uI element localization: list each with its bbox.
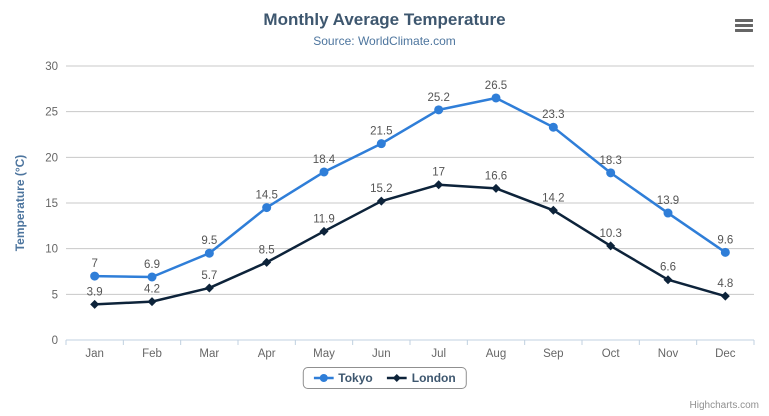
legend-item-tokyo[interactable]: Tokyo [313,371,373,385]
data-label-tokyo: 9.5 [201,235,217,247]
data-label-tokyo: 13.9 [657,195,679,207]
data-point-tokyo[interactable] [262,203,272,213]
data-point-tokyo[interactable] [606,168,616,178]
context-menu-button[interactable] [731,14,757,36]
data-point-london[interactable] [204,283,214,293]
data-point-tokyo[interactable] [548,122,558,132]
legend-item-london[interactable]: London [386,371,456,385]
data-label-tokyo: 6.9 [144,259,160,271]
data-point-tokyo[interactable] [204,248,214,258]
data-point-tokyo[interactable] [319,167,329,177]
data-label-london: 14.2 [542,192,564,204]
legend-marker-london-icon [386,374,407,382]
data-point-tokyo[interactable] [491,93,501,103]
data-point-tokyo[interactable] [434,105,444,115]
data-point-london[interactable] [434,180,444,190]
data-point-tokyo[interactable] [90,271,100,281]
data-label-london: 15.2 [370,183,392,195]
y-axis-label: 20 [45,152,58,164]
data-point-london[interactable] [606,241,616,251]
data-label-london: 10.3 [599,228,621,240]
data-label-london: 11.9 [313,213,335,225]
data-label-tokyo: 9.6 [717,234,733,246]
y-axis-label: 10 [45,244,58,256]
data-point-london[interactable] [376,196,386,206]
x-axis-label: Jan [85,348,104,360]
data-label-london: 4.8 [717,278,733,290]
x-axis-label: May [313,348,335,360]
data-label-tokyo: 7 [91,258,97,270]
legend-label-london: London [411,371,456,385]
data-point-tokyo[interactable] [376,139,386,149]
series-line-london[interactable] [93,183,727,306]
data-point-london[interactable] [319,226,329,236]
data-label-tokyo: 26.5 [485,80,507,92]
x-axis-label: Oct [602,348,621,360]
legend-marker-tokyo-icon [313,374,334,382]
chart-title: Monthly Average Temperature [263,10,506,29]
x-axis-label: Dec [715,348,736,360]
data-label-london: 5.7 [201,270,217,282]
legend-label-tokyo: Tokyo [338,371,373,385]
data-point-london[interactable] [720,291,730,301]
data-label-tokyo: 25.2 [427,92,449,104]
data-label-tokyo: 14.5 [255,190,277,202]
data-label-tokyo: 18.3 [599,155,621,167]
y-axis-label: 0 [52,335,58,347]
data-label-london: 6.6 [660,262,676,274]
y-axis-label: 30 [45,61,58,73]
data-label-tokyo: 23.3 [542,109,564,121]
x-axis-label: Feb [142,348,162,360]
data-label-london: 16.6 [485,170,507,182]
x-axis-label: Nov [658,348,679,360]
x-axis-label: Jul [431,348,446,360]
data-label-tokyo: 18.4 [313,154,336,166]
x-axis-label: Mar [199,348,219,360]
x-axis-label: Aug [486,348,506,360]
x-axis-label: Sep [543,348,563,360]
data-point-tokyo[interactable] [720,247,730,257]
data-point-tokyo[interactable] [147,272,157,282]
data-label-london: 17 [432,167,445,179]
hamburger-icon [735,17,753,34]
x-axis-label: Jun [372,348,391,360]
series-line-tokyo[interactable] [93,96,727,279]
data-point-london[interactable] [147,297,157,307]
legend: Tokyo London [302,367,467,389]
data-point-london[interactable] [548,205,558,215]
data-label-london: 3.9 [87,286,103,298]
data-point-london[interactable] [491,183,501,193]
y-axis-label: 5 [52,289,58,301]
data-point-london[interactable] [90,299,100,309]
data-point-tokyo[interactable] [663,208,673,218]
data-label-london: 8.5 [259,244,275,256]
y-axis-label: 25 [45,107,58,119]
data-point-london[interactable] [663,275,673,285]
data-point-london[interactable] [262,257,272,267]
y-axis-label: 15 [45,198,58,210]
credits-link[interactable]: Highcharts.com [689,400,759,411]
y-axis-title: Temperature (°C) [13,155,27,252]
x-axis-label: Apr [258,348,276,360]
data-label-london: 4.2 [144,284,160,296]
chart-subtitle: Source: WorldClimate.com [313,34,456,48]
data-label-tokyo: 21.5 [370,126,392,138]
